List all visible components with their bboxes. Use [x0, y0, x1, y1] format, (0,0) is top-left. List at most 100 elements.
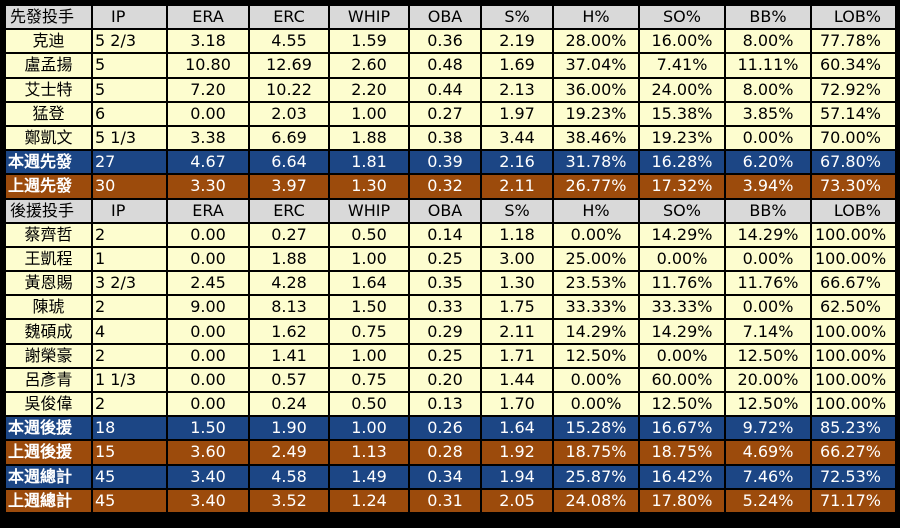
stat-cell: 24.08%	[554, 489, 638, 512]
pitcher-name: 上週後援	[6, 441, 91, 464]
stat-cell: 1.81	[330, 151, 408, 174]
stat-cell: 1.00	[330, 102, 408, 125]
stat-cell: 30	[93, 175, 166, 198]
stat-cell: 85.23%	[812, 417, 895, 440]
pitcher-name: 鄭凱文	[6, 126, 91, 150]
table-row: 黃恩賜 3 2/3 2.45 4.28 1.64 0.35 1.30 23.53% 11.76%…	[6, 272, 895, 295]
stat-cell: 3.40	[168, 465, 248, 488]
column-header: WHIP	[330, 6, 408, 29]
stat-cell: 2.60	[330, 54, 408, 77]
stat-cell: 1.50	[168, 417, 248, 440]
stat-cell: 4.28	[250, 272, 328, 295]
stat-cell: 70.00%	[812, 126, 895, 150]
stat-cell: 6.20%	[726, 151, 810, 174]
pitcher-name: 蔡齊哲	[6, 223, 91, 246]
stat-cell: 0.00	[168, 102, 248, 125]
stat-cell: 0.75	[330, 320, 408, 343]
stat-cell: 10.80	[168, 54, 248, 77]
stat-cell: 14.29%	[726, 223, 810, 246]
stat-cell: 16.00%	[640, 30, 724, 53]
pitching-stats-table: 先發投手 IP ERA ERC WHIP OBA S% H% SO% BB% LOB% 克迪 5 2/3…	[4, 4, 897, 514]
stat-cell: 0.00%	[726, 247, 810, 271]
stat-cell: 100.00%	[812, 368, 895, 391]
stat-cell: 2	[93, 344, 166, 367]
column-header: BB%	[726, 6, 810, 29]
table-row: 鄭凱文 5 1/3 3.38 6.69 1.88 0.38 3.44 38.46% 19.23%…	[6, 126, 895, 150]
stat-cell: 1.24	[330, 489, 408, 512]
stat-cell: 0.00	[168, 393, 248, 416]
stat-cell: 72.53%	[812, 465, 895, 488]
table-row: 盧孟揚 5 10.80 12.69 2.60 0.48 1.69 37.04% 7.41% 11.…	[6, 54, 895, 77]
stat-cell: 0.27	[410, 102, 480, 125]
stat-cell: 1.59	[330, 30, 408, 53]
stat-cell: 8.00%	[726, 78, 810, 101]
stat-cell: 4.67	[168, 151, 248, 174]
stat-cell: 15	[93, 441, 166, 464]
last-week-total-row: 上週總計 45 3.40 3.52 1.24 0.31 2.05 24.08% 17.80% 5.…	[6, 489, 895, 512]
pitcher-name: 上週總計	[6, 489, 91, 512]
stat-cell: 2.19	[482, 30, 552, 53]
stat-cell: 24.00%	[640, 78, 724, 101]
stat-cell: 0.00%	[640, 344, 724, 367]
stat-cell: 27	[93, 151, 166, 174]
stat-cell: 0.00%	[640, 247, 724, 271]
stat-cell: 11.11%	[726, 54, 810, 77]
stat-cell: 57.14%	[812, 102, 895, 125]
stat-cell: 5.24%	[726, 489, 810, 512]
stat-cell: 0.29	[410, 320, 480, 343]
pitcher-name: 本週後援	[6, 417, 91, 440]
stat-cell: 100.00%	[812, 393, 895, 416]
stat-cell: 5	[93, 78, 166, 101]
stat-cell: 1.69	[482, 54, 552, 77]
stat-cell: 3.00	[482, 247, 552, 271]
stat-cell: 1.88	[250, 247, 328, 271]
stat-cell: 2.03	[250, 102, 328, 125]
table-row: 呂彥青 1 1/3 0.00 0.57 0.75 0.20 1.44 0.00% 60.00% 2…	[6, 368, 895, 391]
stat-cell: 1.90	[250, 417, 328, 440]
stat-cell: 9.00	[168, 296, 248, 319]
column-header: ERA	[168, 6, 248, 29]
stat-cell: 0.00%	[554, 393, 638, 416]
stat-cell: 1.70	[482, 393, 552, 416]
stat-cell: 0.25	[410, 344, 480, 367]
pitching-stats-table-container: 先發投手 IP ERA ERC WHIP OBA S% H% SO% BB% LOB% 克迪 5 2/3…	[4, 4, 895, 522]
stat-cell: 6.69	[250, 126, 328, 150]
stat-cell: 1.50	[330, 296, 408, 319]
stat-cell: 0.00	[168, 368, 248, 391]
stat-cell: 12.50%	[554, 344, 638, 367]
table-row: 猛登 6 0.00 2.03 1.00 0.27 1.97 19.23% 15.38% 3.85%…	[6, 102, 895, 125]
pitcher-name: 猛登	[6, 102, 91, 125]
stat-cell: 0.33	[410, 296, 480, 319]
stat-cell: 0.32	[410, 175, 480, 198]
column-header: ERA	[168, 199, 248, 222]
stat-cell: 0.00%	[726, 126, 810, 150]
stat-cell: 2	[93, 296, 166, 319]
stat-cell: 1.92	[482, 441, 552, 464]
stat-cell: 0.13	[410, 393, 480, 416]
stat-cell: 15.38%	[640, 102, 724, 125]
stat-cell: 0.00	[168, 320, 248, 343]
pitcher-name: 艾士特	[6, 78, 91, 101]
stat-cell: 4	[93, 320, 166, 343]
stat-cell: 77.78%	[812, 30, 895, 53]
table-row: 蔡齊哲 2 0.00 0.27 0.50 0.14 1.18 0.00% 14.29% 14.29…	[6, 223, 895, 246]
stat-cell: 16.67%	[640, 417, 724, 440]
stat-cell: 11.76%	[640, 272, 724, 295]
stat-cell: 1.41	[250, 344, 328, 367]
column-header: OBA	[410, 199, 480, 222]
stat-cell: 5 1/3	[93, 126, 166, 150]
stat-cell: 33.33%	[554, 296, 638, 319]
pitcher-name: 盧孟揚	[6, 54, 91, 77]
pitcher-name: 本週先發	[6, 151, 91, 174]
stat-cell: 12.50%	[726, 344, 810, 367]
stat-cell: 33.33%	[640, 296, 724, 319]
stat-cell: 2.20	[330, 78, 408, 101]
pitcher-name: 魏碩成	[6, 320, 91, 343]
stat-cell: 71.17%	[812, 489, 895, 512]
stat-cell: 3.94%	[726, 175, 810, 198]
stat-cell: 0.34	[410, 465, 480, 488]
pitcher-name: 吳俊偉	[6, 393, 91, 416]
stat-cell: 18.75%	[554, 441, 638, 464]
stat-cell: 36.00%	[554, 78, 638, 101]
stat-cell: 2.05	[482, 489, 552, 512]
